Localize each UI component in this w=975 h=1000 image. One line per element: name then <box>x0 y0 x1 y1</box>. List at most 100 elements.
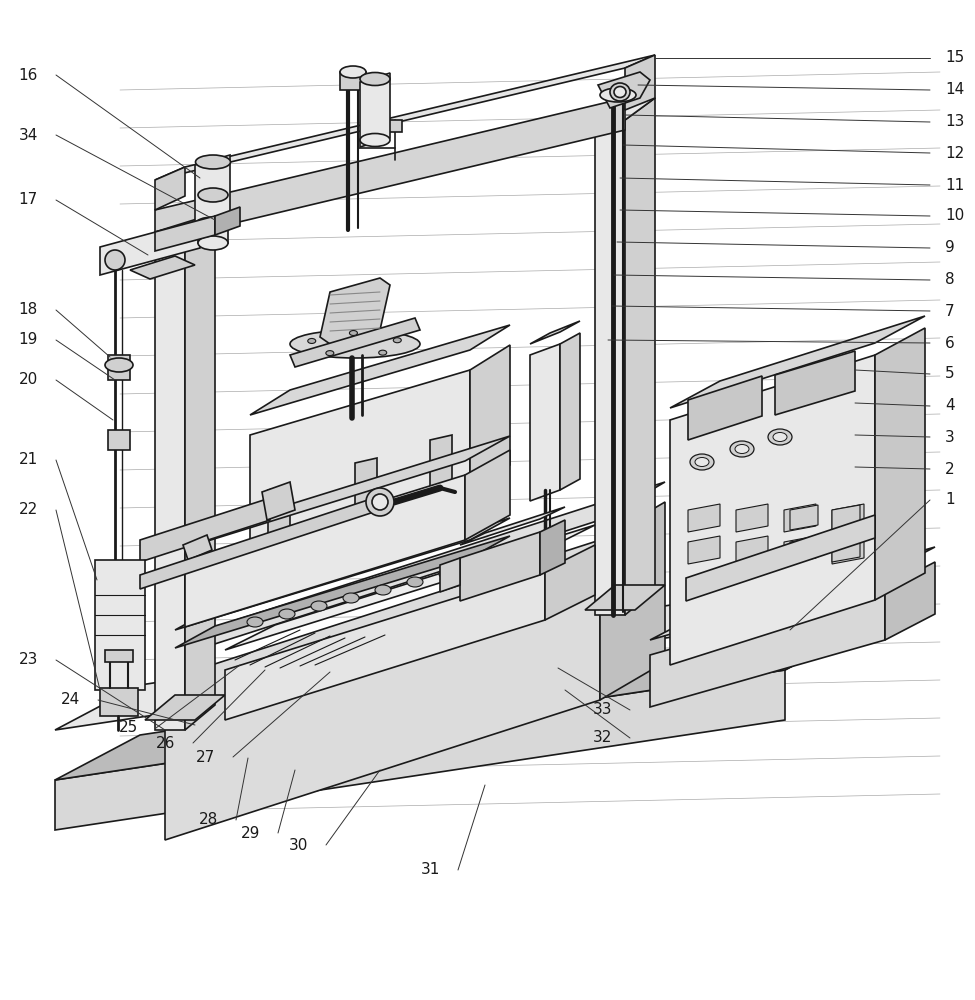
Polygon shape <box>832 536 864 564</box>
Ellipse shape <box>690 454 714 470</box>
Polygon shape <box>832 537 860 562</box>
Polygon shape <box>465 450 510 540</box>
Text: 14: 14 <box>945 83 964 98</box>
Bar <box>108 355 130 380</box>
Ellipse shape <box>198 236 228 250</box>
Polygon shape <box>460 532 540 601</box>
Ellipse shape <box>535 545 551 555</box>
Text: 23: 23 <box>19 652 38 668</box>
Ellipse shape <box>196 217 230 231</box>
Ellipse shape <box>360 133 390 146</box>
Polygon shape <box>140 498 270 562</box>
Polygon shape <box>604 88 640 102</box>
Polygon shape <box>155 240 185 730</box>
Bar <box>108 430 130 450</box>
Text: 25: 25 <box>119 720 138 736</box>
Polygon shape <box>530 344 560 501</box>
Text: 5: 5 <box>945 366 955 381</box>
Ellipse shape <box>366 488 394 516</box>
Ellipse shape <box>600 88 636 102</box>
Polygon shape <box>430 435 452 495</box>
Polygon shape <box>290 318 420 367</box>
Polygon shape <box>560 333 580 490</box>
Polygon shape <box>155 98 625 242</box>
Ellipse shape <box>773 432 787 442</box>
Bar <box>95 560 145 690</box>
Ellipse shape <box>360 73 390 86</box>
Polygon shape <box>736 504 768 532</box>
Polygon shape <box>355 458 377 518</box>
Polygon shape <box>55 670 785 830</box>
Bar <box>105 650 133 662</box>
Ellipse shape <box>343 593 359 603</box>
Polygon shape <box>183 535 212 560</box>
Polygon shape <box>785 575 870 670</box>
Polygon shape <box>155 55 655 180</box>
Ellipse shape <box>105 358 133 372</box>
Polygon shape <box>736 536 768 564</box>
Bar <box>340 72 366 90</box>
Polygon shape <box>595 120 625 615</box>
Polygon shape <box>530 321 580 344</box>
Text: 9: 9 <box>945 240 955 255</box>
Polygon shape <box>360 73 390 147</box>
Bar <box>388 120 402 132</box>
Ellipse shape <box>196 155 230 169</box>
Polygon shape <box>215 207 240 235</box>
Polygon shape <box>440 558 460 592</box>
Polygon shape <box>268 485 290 545</box>
Ellipse shape <box>768 429 792 445</box>
Polygon shape <box>185 475 465 627</box>
Ellipse shape <box>198 188 228 202</box>
Ellipse shape <box>439 569 455 579</box>
Polygon shape <box>686 515 875 601</box>
Polygon shape <box>262 482 295 520</box>
Polygon shape <box>650 588 885 707</box>
Polygon shape <box>670 355 875 665</box>
Ellipse shape <box>695 458 709 466</box>
Text: 1: 1 <box>945 492 955 508</box>
Polygon shape <box>185 215 215 730</box>
Polygon shape <box>165 540 600 840</box>
Polygon shape <box>250 325 510 415</box>
Ellipse shape <box>326 351 333 356</box>
Polygon shape <box>595 98 655 120</box>
Text: 19: 19 <box>19 332 38 348</box>
Polygon shape <box>225 570 545 720</box>
Polygon shape <box>155 215 215 240</box>
Text: 28: 28 <box>199 812 218 828</box>
Ellipse shape <box>105 250 125 270</box>
Polygon shape <box>625 55 655 110</box>
Polygon shape <box>140 496 380 589</box>
Polygon shape <box>600 502 665 700</box>
Ellipse shape <box>378 350 387 355</box>
Ellipse shape <box>730 441 754 457</box>
Polygon shape <box>832 504 864 532</box>
Text: 6: 6 <box>945 336 955 351</box>
Ellipse shape <box>471 561 487 571</box>
Polygon shape <box>832 505 860 530</box>
Polygon shape <box>100 220 200 275</box>
Ellipse shape <box>610 83 630 101</box>
Polygon shape <box>650 547 935 640</box>
Text: 33: 33 <box>593 702 612 718</box>
Text: 12: 12 <box>945 145 964 160</box>
Polygon shape <box>784 504 816 532</box>
Text: 15: 15 <box>945 50 964 66</box>
Text: 30: 30 <box>289 838 308 852</box>
Text: 18: 18 <box>19 302 38 318</box>
Text: 11: 11 <box>945 178 964 192</box>
Text: 22: 22 <box>19 502 38 518</box>
Polygon shape <box>784 536 816 564</box>
Polygon shape <box>155 218 200 260</box>
Polygon shape <box>885 562 935 640</box>
Polygon shape <box>688 376 762 440</box>
Ellipse shape <box>503 553 519 563</box>
Ellipse shape <box>279 609 295 619</box>
Polygon shape <box>175 536 510 648</box>
Ellipse shape <box>614 87 626 98</box>
Text: 13: 13 <box>945 114 964 129</box>
Text: 32: 32 <box>593 730 612 746</box>
Polygon shape <box>545 545 595 620</box>
Polygon shape <box>155 167 185 210</box>
